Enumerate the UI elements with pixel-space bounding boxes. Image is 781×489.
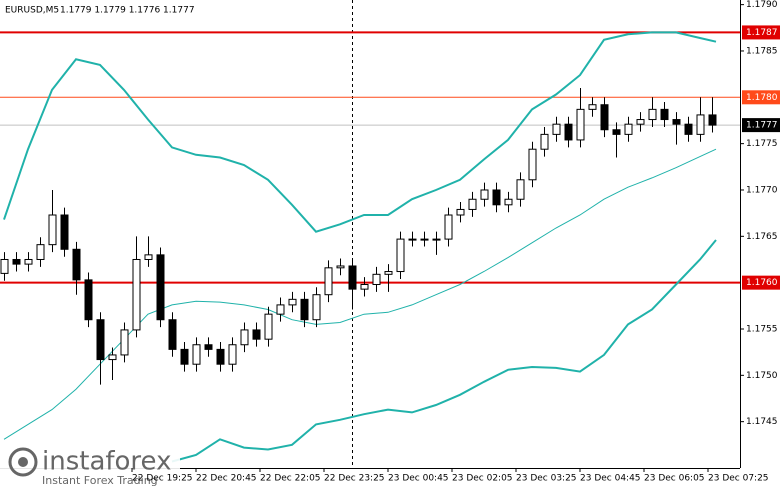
price-label: 1.1787 (746, 28, 778, 38)
candle-body (684, 123, 693, 135)
price-label-box (742, 25, 780, 40)
candle-body (588, 104, 597, 110)
candle-body (456, 208, 465, 216)
candle-body (288, 298, 297, 306)
candle-body (144, 254, 153, 260)
candle-body (576, 108, 585, 141)
candle-body (240, 329, 249, 346)
candle-body (120, 329, 129, 356)
candle-body (504, 198, 513, 206)
symbol-title: EURUSD,M5 (5, 6, 59, 16)
candle-body (108, 354, 117, 361)
candle-body (132, 258, 141, 331)
candle-body (84, 279, 93, 321)
candle-body (372, 273, 381, 286)
price-label: 1.1777 (746, 121, 778, 131)
ohlc-quote: 1.1779 1.1779 1.1776 1.1777 (60, 6, 195, 16)
x-tick-label: 22 Dec 19:25 (132, 474, 193, 484)
candle-body (336, 265, 345, 269)
x-tick-label: 23 Dec 02:05 (452, 474, 513, 484)
x-tick-label: 23 Dec 07:25 (708, 474, 769, 484)
price-label-box (742, 118, 780, 133)
candle-body (384, 271, 393, 275)
candle-body (600, 104, 609, 131)
x-tick-label: 23 Dec 04:45 (580, 474, 641, 484)
candle-body (348, 265, 357, 290)
candle-body (24, 258, 33, 265)
y-tick-label: 1.1775 (746, 139, 778, 149)
x-tick-label: 23 Dec 00:45 (388, 474, 449, 484)
band-line (171, 239, 717, 463)
candle-body (252, 329, 261, 340)
y-tick-label: 1.1790 (746, 0, 778, 10)
candle-body (528, 148, 537, 181)
y-tick-label: 1.1765 (746, 232, 778, 242)
price-label-box (742, 275, 780, 290)
x-tick-label: 22 Dec 20:45 (196, 474, 257, 484)
watermark-tagline: Instant Forex Trading (42, 474, 158, 487)
candle-body (420, 238, 429, 241)
watermark: instaforex Instant Forex Trading (0, 442, 180, 489)
price-label: 1.1760 (746, 278, 778, 288)
candle-body (216, 348, 225, 365)
y-tick-label: 1.1770 (746, 185, 778, 195)
candle-body (408, 238, 417, 241)
candle-body (12, 258, 21, 265)
x-tick-label: 22 Dec 22:05 (260, 474, 321, 484)
candle-body (360, 284, 369, 290)
candle-body (480, 189, 489, 200)
candle-body (300, 298, 309, 321)
band-line (3, 31, 717, 233)
candle-body (660, 108, 669, 121)
x-tick-label: 23 Dec 06:05 (644, 474, 705, 484)
candle-body (636, 119, 645, 125)
x-tick-label: 22 Dec 23:25 (324, 474, 385, 484)
price-label: 1.1780 (746, 93, 778, 103)
watermark-logo (8, 447, 38, 477)
candle-body (564, 123, 573, 141)
candle-body (444, 214, 453, 240)
candle-body (696, 114, 705, 135)
candle-body (36, 244, 45, 260)
y-tick-label: 1.1745 (746, 417, 778, 427)
candle-body (468, 198, 477, 210)
candle-body (708, 114, 717, 126)
watermark-logo-dot (18, 457, 28, 467)
candle-body (228, 344, 237, 365)
candle-body (624, 123, 633, 135)
candle-body (180, 348, 189, 365)
candle-body (276, 304, 285, 315)
candle-body (612, 129, 621, 135)
candle-body (552, 123, 561, 135)
candle-body (192, 344, 201, 365)
y-tick-label: 1.1785 (746, 46, 778, 56)
candle-body (396, 238, 405, 273)
x-tick-label: 23 Dec 03:25 (516, 474, 577, 484)
price-label-box (742, 90, 780, 105)
y-tick-label: 1.1750 (746, 371, 778, 381)
candle-body (672, 119, 681, 125)
candle-body (516, 179, 525, 200)
candle-body (324, 267, 333, 296)
candle-body (648, 108, 657, 121)
candle-body (156, 254, 165, 321)
watermark-brand: instaforex (42, 447, 171, 477)
candle-body (264, 313, 273, 340)
y-tick-label: 1.1755 (746, 324, 778, 334)
candle-body (60, 214, 69, 250)
candle-body (48, 214, 57, 246)
plot-area (0, 0, 740, 468)
candle-body (204, 344, 213, 350)
candle-body (492, 189, 501, 206)
candle-body (0, 258, 9, 274)
candle-body (168, 319, 177, 350)
candle-body (540, 133, 549, 150)
candle-body (312, 294, 321, 321)
candle-body (96, 319, 105, 361)
candle-body (72, 248, 81, 281)
candle-body (432, 238, 441, 241)
